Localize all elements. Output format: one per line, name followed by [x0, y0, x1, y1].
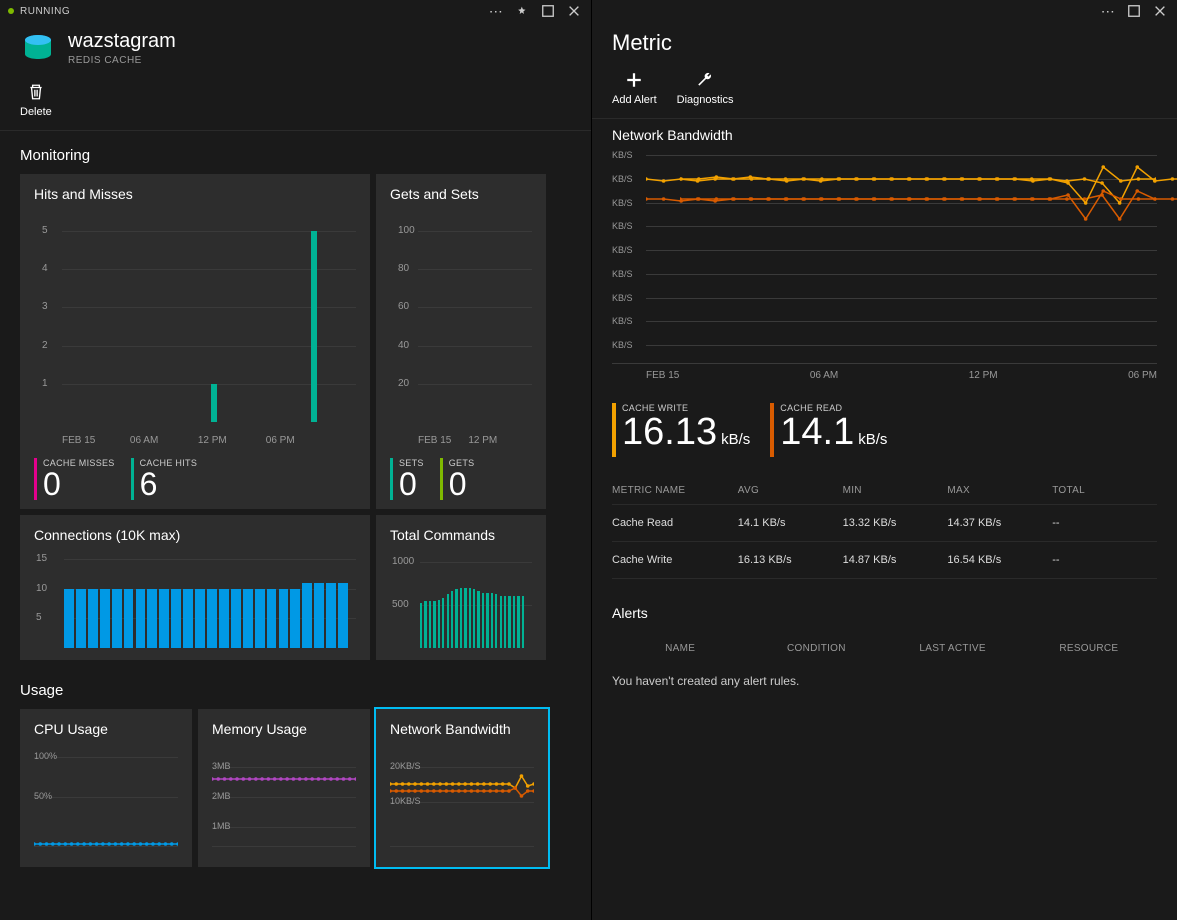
cpu-chart: 100%50% — [34, 747, 178, 847]
total-commands-chart: 5001000 — [390, 553, 532, 648]
delete-button[interactable]: Delete — [20, 82, 52, 118]
close-icon[interactable] — [1151, 2, 1169, 20]
plus-icon — [624, 70, 644, 90]
tile-network-bandwidth[interactable]: Network Bandwidth 20KB/S10KB/S — [376, 709, 548, 867]
status-label: RUNNING — [20, 6, 70, 17]
memory-chart: 3MB2MB1MB — [212, 747, 356, 847]
status-dot-icon — [8, 8, 14, 14]
maximize-icon[interactable] — [539, 2, 557, 20]
tile-title: Hits and Misses — [34, 186, 356, 202]
more-icon[interactable]: ⋯ — [1099, 2, 1117, 20]
tile-gets-sets[interactable]: Gets and Sets 20406080100 FEB 1512 PM SE… — [376, 174, 546, 509]
app-title: wazstagram — [68, 30, 176, 53]
more-icon[interactable]: ⋯ — [487, 2, 505, 20]
table-row[interactable]: Cache Read14.1 KB/s13.32 KB/s14.37 KB/s-… — [612, 505, 1157, 542]
tile-connections[interactable]: Connections (10K max) 51015 — [20, 515, 370, 660]
tile-memory-usage[interactable]: Memory Usage 3MB2MB1MB — [198, 709, 370, 867]
big-metric: CACHE WRITE16.13kB/s — [612, 403, 750, 457]
table-row[interactable]: Cache Write16.13 KB/s14.87 KB/s16.54 KB/… — [612, 542, 1157, 579]
wrench-icon — [695, 70, 715, 90]
big-metrics: CACHE WRITE16.13kB/s CACHE READ14.1kB/s — [612, 403, 1157, 457]
toolbar: Delete — [0, 82, 591, 131]
right-blade: ⋯ Metric Add Alert Diagnostics Network B… — [592, 0, 1177, 920]
redis-icon — [20, 30, 56, 66]
left-blade: RUNNING ⋯ wazstagram REDIS CACHE Delete … — [0, 0, 592, 920]
network-mini-chart: 20KB/S10KB/S — [390, 747, 534, 847]
alerts-table-header: NAMECONDITIONLAST ACTIVERESOURCE — [612, 633, 1157, 664]
tile-title: Network Bandwidth — [390, 721, 534, 737]
close-icon[interactable] — [565, 2, 583, 20]
app-subtitle: REDIS CACHE — [68, 55, 176, 66]
usage-label: Usage — [0, 660, 591, 709]
hits-misses-chart: 12345 — [34, 212, 356, 422]
tile-title: Connections (10K max) — [34, 527, 356, 543]
big-metric: CACHE READ14.1kB/s — [770, 403, 887, 457]
diagnostics-label: Diagnostics — [677, 94, 734, 106]
blade-header: ⋯ — [592, 0, 1177, 22]
blade-header: RUNNING ⋯ — [0, 0, 591, 22]
tile-title: Gets and Sets — [390, 186, 532, 202]
title-row: wazstagram REDIS CACHE — [0, 22, 591, 82]
tile-hits-misses[interactable]: Hits and Misses 12345 FEB 1506 AM12 PM06… — [20, 174, 370, 509]
trash-icon — [26, 82, 46, 102]
metric-toolbar: Add Alert Diagnostics — [592, 70, 1177, 119]
tile-title: Memory Usage — [212, 721, 356, 737]
metrics-table: METRIC NAMEAVGMINMAXTOTAL Cache Read14.1… — [612, 477, 1157, 579]
tile-title: CPU Usage — [34, 721, 178, 737]
network-detail-chart: KB/SKB/SKB/SKB/SKB/SKB/SKB/SKB/SKB/S — [612, 155, 1157, 355]
gets-sets-chart: 20406080100 — [390, 212, 532, 422]
monitoring-label: Monitoring — [0, 131, 591, 174]
network-section-title: Network Bandwidth — [612, 127, 1157, 143]
delete-label: Delete — [20, 106, 52, 118]
pin-icon[interactable] — [513, 2, 531, 20]
add-alert-button[interactable]: Add Alert — [612, 70, 657, 106]
maximize-icon[interactable] — [1125, 2, 1143, 20]
metric-title: Metric — [592, 22, 1177, 70]
diagnostics-button[interactable]: Diagnostics — [677, 70, 734, 106]
left-scroll: Monitoring Hits and Misses 12345 FEB 150… — [0, 131, 591, 920]
alerts-title: Alerts — [612, 605, 1157, 621]
add-alert-label: Add Alert — [612, 94, 657, 106]
tile-title: Total Commands — [390, 527, 532, 543]
tile-cpu-usage[interactable]: CPU Usage 100%50% — [20, 709, 192, 867]
connections-chart: 51015 — [34, 553, 356, 648]
tile-total-commands[interactable]: Total Commands 5001000 — [376, 515, 546, 660]
alerts-empty-message: You haven't created any alert rules. — [612, 664, 1157, 698]
